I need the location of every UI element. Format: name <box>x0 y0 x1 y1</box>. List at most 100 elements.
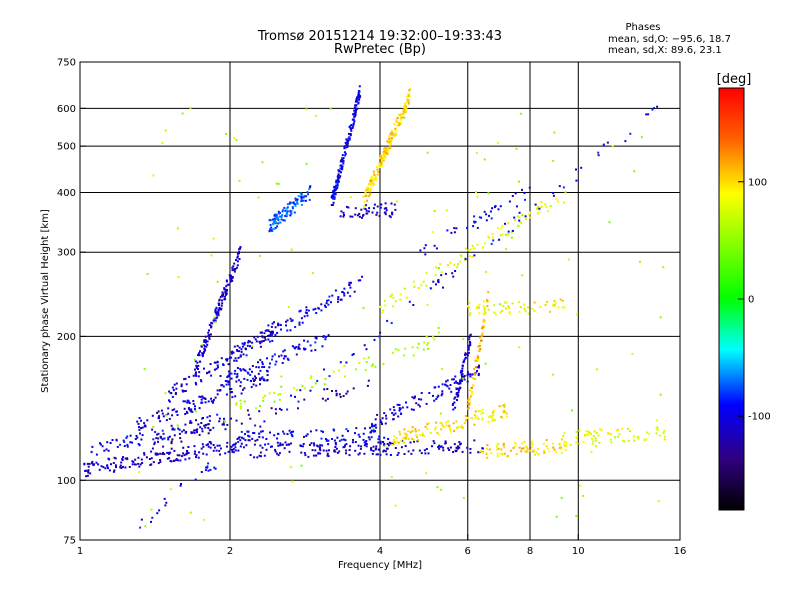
data-point <box>305 108 308 111</box>
data-point <box>529 211 532 214</box>
data-point <box>177 459 180 462</box>
data-point <box>293 211 296 214</box>
data-point <box>413 285 416 288</box>
data-point <box>214 310 217 313</box>
data-point <box>345 449 348 452</box>
data-point <box>139 526 142 529</box>
data-point <box>340 171 342 174</box>
data-point <box>367 187 369 190</box>
data-point <box>433 244 436 247</box>
data-point <box>557 200 560 203</box>
data-point <box>543 449 546 452</box>
data-point <box>312 272 314 275</box>
data-point <box>344 375 346 378</box>
data-point <box>108 469 111 472</box>
data-point <box>170 392 173 395</box>
data-point <box>434 274 437 277</box>
data-point <box>598 441 601 444</box>
data-point <box>469 334 472 337</box>
x-axis-ticks: 1 2 4 6 8 10 16 <box>77 534 686 557</box>
data-point <box>138 444 141 447</box>
data-point <box>171 386 174 389</box>
data-point <box>236 375 239 378</box>
data-point <box>168 399 170 402</box>
data-point <box>411 396 414 399</box>
data-point <box>436 486 439 488</box>
data-point <box>161 453 164 455</box>
data-point <box>294 395 296 398</box>
data-point <box>469 248 472 251</box>
data-point <box>482 305 485 308</box>
data-point <box>437 385 440 388</box>
data-point <box>477 451 480 454</box>
data-point <box>291 319 294 322</box>
data-point <box>205 444 208 447</box>
data-point <box>476 243 479 246</box>
data-point <box>195 429 198 432</box>
data-point <box>563 306 566 309</box>
data-point <box>199 379 202 382</box>
data-point <box>482 451 484 454</box>
data-point <box>184 390 187 392</box>
data-point <box>234 268 237 271</box>
data-point <box>416 436 418 439</box>
data-point <box>356 100 358 103</box>
data-point <box>395 200 398 203</box>
data-point <box>437 279 440 281</box>
data-point <box>253 443 256 446</box>
data-point <box>192 374 195 377</box>
data-point <box>500 227 503 230</box>
data-point <box>382 441 385 443</box>
data-point <box>231 350 234 353</box>
data-point <box>269 340 271 343</box>
data-point <box>341 160 344 163</box>
data-point <box>326 454 329 457</box>
data-point <box>200 422 203 424</box>
data-point <box>286 214 289 216</box>
data-point <box>87 465 90 468</box>
data-point <box>277 322 280 325</box>
data-point <box>524 445 527 448</box>
data-point <box>187 452 190 455</box>
data-point <box>175 410 178 413</box>
data-point <box>233 345 236 348</box>
data-point <box>350 129 353 132</box>
data-point <box>87 470 89 473</box>
data-point <box>436 396 439 399</box>
data-point <box>198 407 201 410</box>
data-point <box>472 225 475 228</box>
data-point <box>297 347 300 350</box>
data-point <box>451 404 454 406</box>
data-point <box>489 210 492 213</box>
data-point <box>511 195 514 197</box>
data-point <box>455 450 457 453</box>
data-point <box>434 428 437 431</box>
data-point <box>236 255 239 258</box>
data-point <box>167 451 170 454</box>
data-point <box>238 258 241 260</box>
data-point <box>349 215 352 218</box>
data-point <box>90 450 93 453</box>
data-point <box>348 138 351 141</box>
data-point <box>435 398 438 400</box>
data-point <box>296 198 299 201</box>
data-point <box>422 348 425 351</box>
data-point <box>473 423 476 426</box>
data-point <box>533 301 536 304</box>
data-point <box>503 403 506 406</box>
data-point <box>275 182 278 185</box>
data-point <box>582 440 585 443</box>
data-point <box>202 352 205 355</box>
data-point <box>370 179 373 182</box>
data-point <box>435 283 437 286</box>
data-point <box>597 151 600 154</box>
data-point <box>394 208 397 211</box>
data-point <box>358 93 361 96</box>
data-point <box>163 437 166 440</box>
data-point <box>286 210 289 213</box>
data-point <box>459 386 462 389</box>
data-point <box>300 203 303 206</box>
data-point <box>201 430 204 433</box>
data-point <box>156 433 159 436</box>
data-point <box>400 440 403 442</box>
